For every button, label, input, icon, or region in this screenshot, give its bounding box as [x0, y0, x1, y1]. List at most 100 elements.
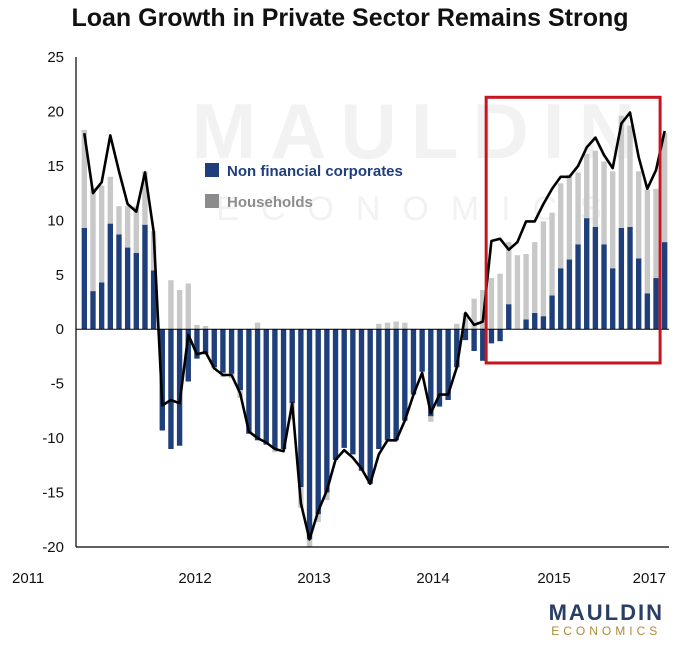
bar-nfc	[228, 329, 235, 374]
bar-nfc	[306, 329, 313, 540]
bar-nfc	[272, 329, 278, 449]
legend-label-households: Households	[227, 194, 313, 211]
bar-nfc	[428, 329, 434, 417]
bar-nfc	[497, 329, 503, 342]
bar-households	[566, 174, 573, 260]
bar-nfc	[506, 304, 512, 330]
bar-households	[194, 324, 200, 330]
bar-nfc	[168, 329, 174, 449]
bar-households	[488, 278, 495, 330]
watermark-line2: ECONOMICS	[216, 190, 624, 228]
bar-nfc	[627, 226, 633, 330]
bar-nfc	[488, 329, 495, 344]
bar-households	[306, 539, 313, 547]
y-tick-label: 20	[47, 103, 64, 120]
bar-nfc	[376, 329, 382, 449]
bar-households	[610, 171, 616, 269]
x-tick-label: 2012	[178, 570, 211, 587]
bar-households	[142, 171, 148, 225]
y-tick-label: 25	[47, 49, 64, 66]
bar-nfc	[445, 329, 451, 400]
bar-households	[107, 176, 114, 224]
bar-nfc	[98, 282, 105, 330]
bar-nfc	[185, 329, 191, 382]
line-layer	[83, 111, 666, 541]
bar-households	[124, 206, 131, 248]
bar-nfc	[142, 224, 148, 330]
series-line-total	[83, 111, 666, 541]
bar-households	[532, 242, 538, 313]
x-tick-label: 2014	[416, 570, 449, 587]
bar-nfc	[237, 329, 243, 391]
bar-nfc	[81, 227, 88, 330]
bar-nfc	[575, 244, 581, 330]
bar-nfc	[540, 316, 547, 330]
bar-households	[402, 322, 408, 330]
bar-nfc	[410, 329, 417, 395]
bar-households	[653, 188, 659, 279]
bar-nfc	[358, 329, 365, 471]
bar-nfc	[618, 227, 625, 330]
y-tick-label: 0	[56, 321, 64, 338]
bar-nfc	[462, 329, 469, 341]
bar-nfc	[90, 291, 96, 330]
bar-households	[81, 129, 88, 228]
bar-nfc	[107, 223, 114, 330]
bar-households	[635, 171, 642, 259]
bar-nfc	[549, 295, 555, 330]
bar-nfc	[298, 329, 304, 488]
mauldin-economics-logo: MAULDIN ECONOMICS	[549, 600, 664, 638]
bar-nfc	[315, 329, 321, 515]
legend: Non financial corporates Households	[205, 163, 403, 211]
x-tick-label: 2017	[633, 570, 666, 587]
watermark-line1: MAULDIN	[191, 87, 649, 175]
bar-households	[202, 325, 209, 330]
bar-households	[324, 492, 330, 501]
x-tick-label: 2015	[537, 570, 570, 587]
bar-nfc	[566, 259, 573, 330]
bar-households	[133, 206, 139, 253]
bar-households	[618, 115, 625, 228]
bar-nfc	[324, 329, 330, 493]
bar-nfc	[402, 329, 408, 421]
bar-households	[523, 254, 529, 320]
bar-nfc	[584, 218, 590, 330]
bar-households	[627, 125, 633, 227]
bars-layer	[81, 115, 668, 547]
y-tick-label: 10	[47, 212, 64, 229]
bar-nfc	[116, 234, 122, 330]
bar-households	[506, 242, 512, 305]
bar-nfc	[254, 329, 261, 441]
bar-households	[116, 206, 122, 235]
bar-households	[315, 514, 321, 522]
highlight-layer	[484, 95, 662, 365]
bar-households	[428, 416, 434, 422]
bar-nfc	[280, 329, 287, 449]
bar-nfc	[558, 268, 564, 330]
logo-line1: MAULDIN	[548, 600, 664, 625]
y-tick-label: -15	[42, 485, 64, 502]
bar-nfc	[289, 329, 295, 404]
bar-households	[462, 312, 469, 330]
bar-nfc	[202, 329, 209, 355]
bar-households	[514, 255, 521, 330]
bar-nfc	[592, 226, 599, 330]
bar-households	[601, 161, 607, 245]
bar-households	[644, 189, 651, 294]
bar-nfc	[454, 329, 460, 368]
y-tick-label: -5	[51, 376, 64, 393]
bar-nfc	[436, 329, 443, 407]
bar-nfc	[471, 329, 477, 351]
bar-nfc	[332, 329, 339, 460]
bar-nfc	[124, 247, 131, 330]
bar-households	[185, 283, 191, 330]
bar-nfc	[523, 319, 529, 330]
bar-households	[176, 290, 183, 330]
bar-nfc	[350, 329, 356, 455]
bar-households	[98, 185, 105, 283]
highlight-box	[484, 95, 662, 365]
bar-nfc	[211, 329, 217, 368]
bar-nfc	[246, 329, 252, 434]
bar-nfc	[635, 258, 642, 330]
